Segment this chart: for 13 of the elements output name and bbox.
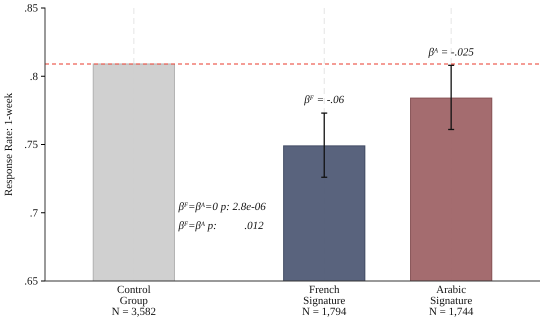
y-tick-label: .75 [24, 139, 38, 152]
annotation: β$^{F}$=β$^{A}$=0 p: 2.8e-06 [177, 201, 266, 213]
x-tick-label: Arabic Signature N = 1,744 [428, 284, 474, 318]
y-tick-label: .85 [24, 2, 38, 15]
x-tick-label: French Signature N = 1,794 [302, 284, 347, 318]
x-tick-label: Control Group N = 3,582 [112, 284, 156, 318]
annotation: β$^{F}$=β$^{A}$ p: .012 [177, 220, 264, 232]
annotation: β$^{F}$ = -.06 [303, 94, 345, 106]
y-axis-title: Response Rate: 1-week [3, 92, 15, 196]
y-tick-label: .65 [24, 276, 38, 288]
y-tick-label: .8 [30, 70, 38, 83]
annotation: β$^{A}$ = -.025 [427, 46, 474, 58]
y-tick-label: .7 [30, 207, 38, 220]
